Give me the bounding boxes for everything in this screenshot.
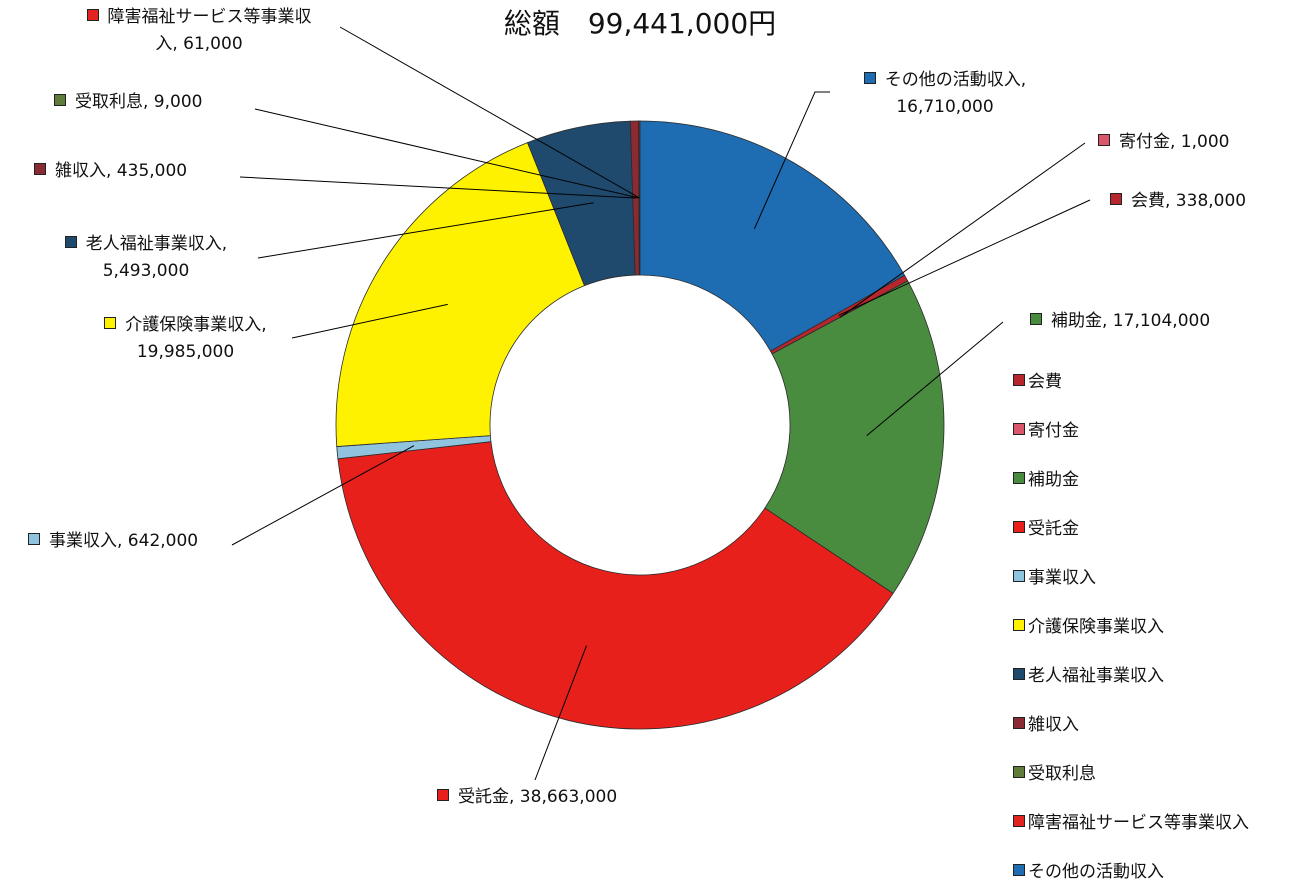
label-swatch [437,789,449,801]
legend-swatch [1013,472,1025,484]
data-label: その他の活動収入, 16,710,000 [840,67,1050,121]
legend-label: 補助金 [1028,470,1079,490]
donut-slice [337,441,894,730]
legend-entry: その他の活動収入 [1013,859,1164,886]
leader-line [239,176,636,199]
legend-entry: 事業収入 [1013,565,1096,592]
legend-swatch [1013,864,1025,876]
legend-swatch [1013,619,1025,631]
label-swatch [86,9,99,21]
leader-line [753,91,830,230]
legend-entry: 障害福祉サービス等事業収入 [1013,810,1249,837]
data-label: 受取利息, 9,000 [54,89,202,116]
legend-entry: 雑収入 [1013,712,1079,739]
data-label: 老人福祉事業収入, 5,493,000 [16,231,276,285]
legend-entry: 寄付金 [1013,418,1079,445]
legend-entry: 受託金 [1013,516,1079,543]
legend-label: 老人福祉事業収入 [1028,666,1164,686]
legend-entry: 介護保険事業収入 [1013,614,1164,641]
data-label: 寄付金, 1,000 [1098,129,1229,156]
leader-line [231,445,415,546]
label-swatch [1098,134,1110,146]
legend-entry: 老人福祉事業収入 [1013,663,1164,690]
leader-line [291,303,448,339]
legend-label: 受取利息 [1028,764,1096,784]
leader-line [839,142,1086,318]
data-label: 雑収入, 435,000 [34,158,187,185]
legend-label: 雑収入 [1028,715,1079,735]
data-label: 障害福祉サービス等事業収 入, 61,000 [54,4,344,58]
label-swatch [28,533,40,545]
legend-entry: 受取利息 [1013,761,1096,788]
label-swatch [104,317,117,329]
label-swatch [1110,193,1122,205]
leader-line [534,645,587,781]
chart-title: 総額 99,441,000円 [503,7,777,40]
leader-line [257,202,594,259]
label-swatch [1030,313,1042,325]
leader-line [254,108,640,199]
legend-swatch [1013,717,1025,729]
label-swatch [863,72,876,84]
legend-swatch [1013,570,1025,582]
legend-entry: 会費 [1013,369,1062,396]
legend-entry: 補助金 [1013,467,1079,494]
label-swatch [64,236,77,248]
donut-slice [335,142,586,447]
legend-label: 事業収入 [1028,568,1096,588]
data-label: 受託金, 38,663,000 [437,784,617,811]
legend-swatch [1013,521,1025,533]
leader-line [866,321,1004,437]
donut-slice [764,280,945,594]
legend-label: 障害福祉サービス等事業収入 [1028,813,1249,833]
data-label: 会費, 338,000 [1110,188,1246,215]
data-label: 補助金, 17,104,000 [1030,308,1210,335]
label-swatch [34,163,46,175]
data-label: 介護保険事業収入, 19,985,000 [78,312,293,366]
donut-slice [639,120,906,352]
legend-label: 会費 [1028,372,1062,392]
label-swatch [54,94,66,106]
legend-swatch [1013,815,1025,827]
legend-label: その他の活動収入 [1028,862,1164,882]
leader-line [339,26,640,199]
legend-swatch [1013,423,1025,435]
legend-swatch [1013,668,1025,680]
data-label: 事業収入, 642,000 [28,528,198,555]
legend-swatch [1013,766,1025,778]
leader-line [838,199,1091,316]
legend-label: 寄付金 [1028,421,1079,441]
legend-label: 介護保険事業収入 [1028,617,1164,637]
legend-swatch [1013,374,1025,386]
legend-label: 受託金 [1028,519,1079,539]
